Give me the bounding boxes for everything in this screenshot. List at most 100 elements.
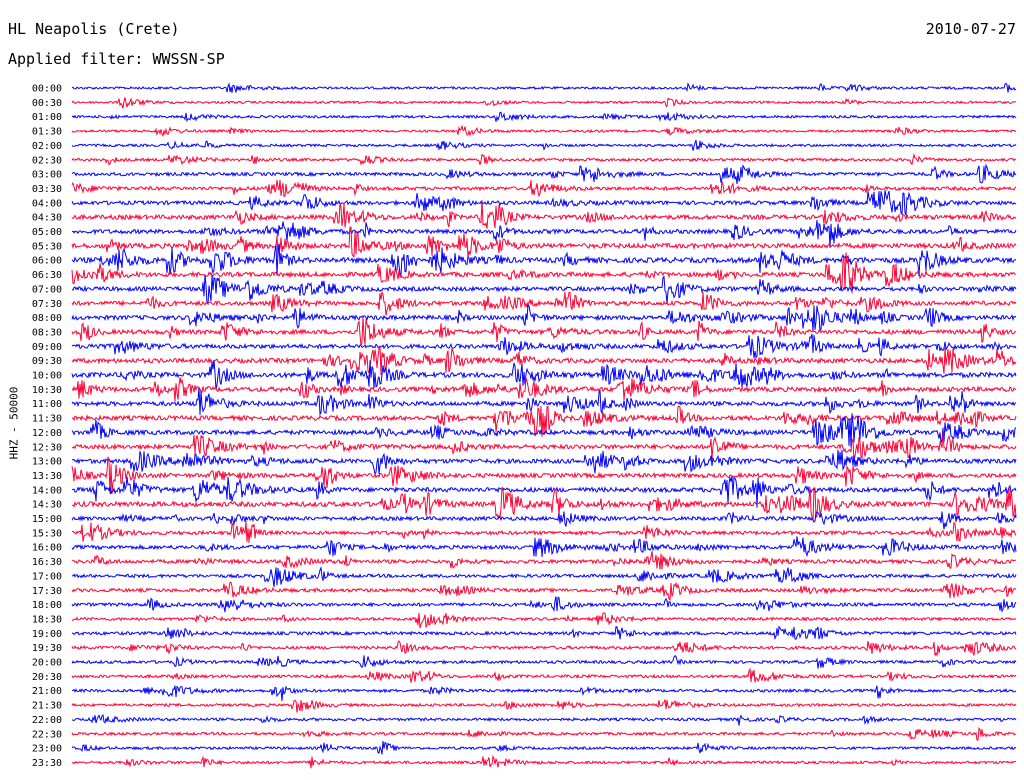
- time-tick-label: 20:00: [32, 658, 62, 669]
- time-tick-label: 01:30: [32, 127, 62, 138]
- trace-line: [71, 200, 1017, 229]
- filter-label: Applied filter: WWSSN-SP: [8, 50, 225, 68]
- time-tick-label: 18:00: [32, 600, 62, 611]
- station-title: HL Neapolis (Crete): [8, 20, 180, 38]
- trace-line: [71, 511, 1017, 530]
- trace-line: [71, 274, 1017, 306]
- time-tick-label: 04:30: [32, 213, 62, 224]
- trace-line: [71, 536, 1017, 558]
- trace-line: [71, 252, 1017, 294]
- trace-line: [71, 97, 1017, 109]
- time-tick-label: 12:30: [32, 442, 62, 453]
- trace-line: [71, 432, 1017, 461]
- time-tick-label: 02:00: [32, 141, 62, 152]
- trace-line: [72, 486, 1017, 520]
- trace-line: [71, 640, 1017, 657]
- trace-line: [71, 654, 1017, 669]
- time-tick-label: 05:30: [32, 241, 62, 252]
- time-tick-label: 19:00: [32, 629, 62, 640]
- time-tick-label: 04:00: [32, 198, 62, 209]
- time-tick-label: 13:30: [32, 471, 62, 482]
- time-tick-label: 23:00: [32, 744, 62, 755]
- trace-line: [71, 685, 1017, 701]
- trace-line: [71, 596, 1017, 613]
- time-tick-label: 09:00: [32, 342, 62, 353]
- time-tick-label: 21:00: [32, 686, 62, 697]
- time-tick-label: 07:30: [32, 299, 62, 310]
- time-tick-label: 22:00: [32, 715, 62, 726]
- trace-line: [71, 243, 1017, 277]
- time-tick-label: 03:00: [32, 170, 62, 181]
- time-tick-label: 17:00: [32, 571, 62, 582]
- time-tick-label: 00:30: [32, 98, 62, 109]
- time-tick-label: 01:00: [32, 112, 62, 123]
- time-tick-label: 00:00: [32, 84, 62, 95]
- trace-line: [71, 476, 1017, 508]
- time-tick-label: 03:30: [32, 184, 62, 195]
- time-tick-label: 14:30: [32, 500, 62, 511]
- time-tick-label: 22:30: [32, 729, 62, 740]
- time-tick-label: 15:30: [32, 528, 62, 539]
- trace-line: [71, 387, 1017, 416]
- time-tick-label: 11:30: [32, 414, 62, 425]
- trace-line: [71, 124, 1017, 138]
- time-tick-label: 16:30: [32, 557, 62, 568]
- trace-line: [71, 316, 1017, 346]
- time-tick-label: 02:30: [32, 155, 62, 166]
- trace-line: [71, 566, 1017, 587]
- trace-line: [71, 302, 1017, 333]
- trace-line: [71, 714, 1017, 726]
- trace-line: [71, 377, 1017, 402]
- trace-line: [71, 226, 1017, 258]
- time-tick-label: 14:00: [32, 485, 62, 496]
- trace-line: [71, 667, 1017, 683]
- trace-line: [71, 581, 1017, 602]
- time-tick-label: 10:30: [32, 385, 62, 396]
- trace-line: [71, 82, 1017, 93]
- time-tick-label: 08:00: [32, 313, 62, 324]
- trace-line: [71, 190, 1017, 217]
- trace-line: [71, 521, 1017, 543]
- time-tick-label: 09:30: [32, 356, 62, 367]
- time-tick-label: 06:30: [32, 270, 62, 281]
- trace-line: [71, 456, 1017, 494]
- trace-line: [71, 163, 1017, 184]
- time-tick-label: 08:30: [32, 327, 62, 338]
- time-tick-label: 12:00: [32, 428, 62, 439]
- trace-line: [71, 449, 1017, 476]
- time-tick-label: 11:00: [32, 399, 62, 410]
- trace-line: [71, 413, 1017, 448]
- time-tick-label: 23:30: [32, 758, 62, 769]
- trace-line: [72, 612, 1017, 629]
- time-tick-label: 20:30: [32, 672, 62, 683]
- time-tick-label: 05:00: [32, 227, 62, 238]
- time-tick-label: 19:30: [32, 643, 62, 654]
- trace-line: [71, 179, 1017, 198]
- trace-line: [71, 333, 1017, 359]
- time-tick-label: 07:00: [32, 284, 62, 295]
- time-tick-label: 18:30: [32, 614, 62, 625]
- time-tick-label: 10:00: [32, 371, 62, 382]
- time-tick-label: 06:00: [32, 256, 62, 267]
- trace-line: [71, 290, 1017, 316]
- trace-line: [71, 551, 1017, 570]
- trace-line: [71, 139, 1017, 151]
- trace-line: [71, 359, 1017, 390]
- trace-line: [71, 345, 1017, 376]
- time-tick-label: 17:30: [32, 586, 62, 597]
- record-date: 2010-07-27: [925, 20, 1016, 38]
- time-tick-label: 15:00: [32, 514, 62, 525]
- trace-line: [71, 152, 1016, 166]
- trace-line: [71, 754, 1017, 769]
- trace-line: [71, 726, 1017, 741]
- trace-line: [71, 405, 1017, 437]
- trace-line: [71, 111, 1017, 123]
- time-tick-label: 21:30: [32, 701, 62, 712]
- time-tick-label: 16:00: [32, 543, 62, 554]
- trace-line: [71, 741, 1017, 755]
- trace-line: [71, 699, 1017, 713]
- trace-line: [71, 219, 1017, 248]
- time-tick-label: 13:00: [32, 457, 62, 468]
- trace-line: [71, 625, 1017, 640]
